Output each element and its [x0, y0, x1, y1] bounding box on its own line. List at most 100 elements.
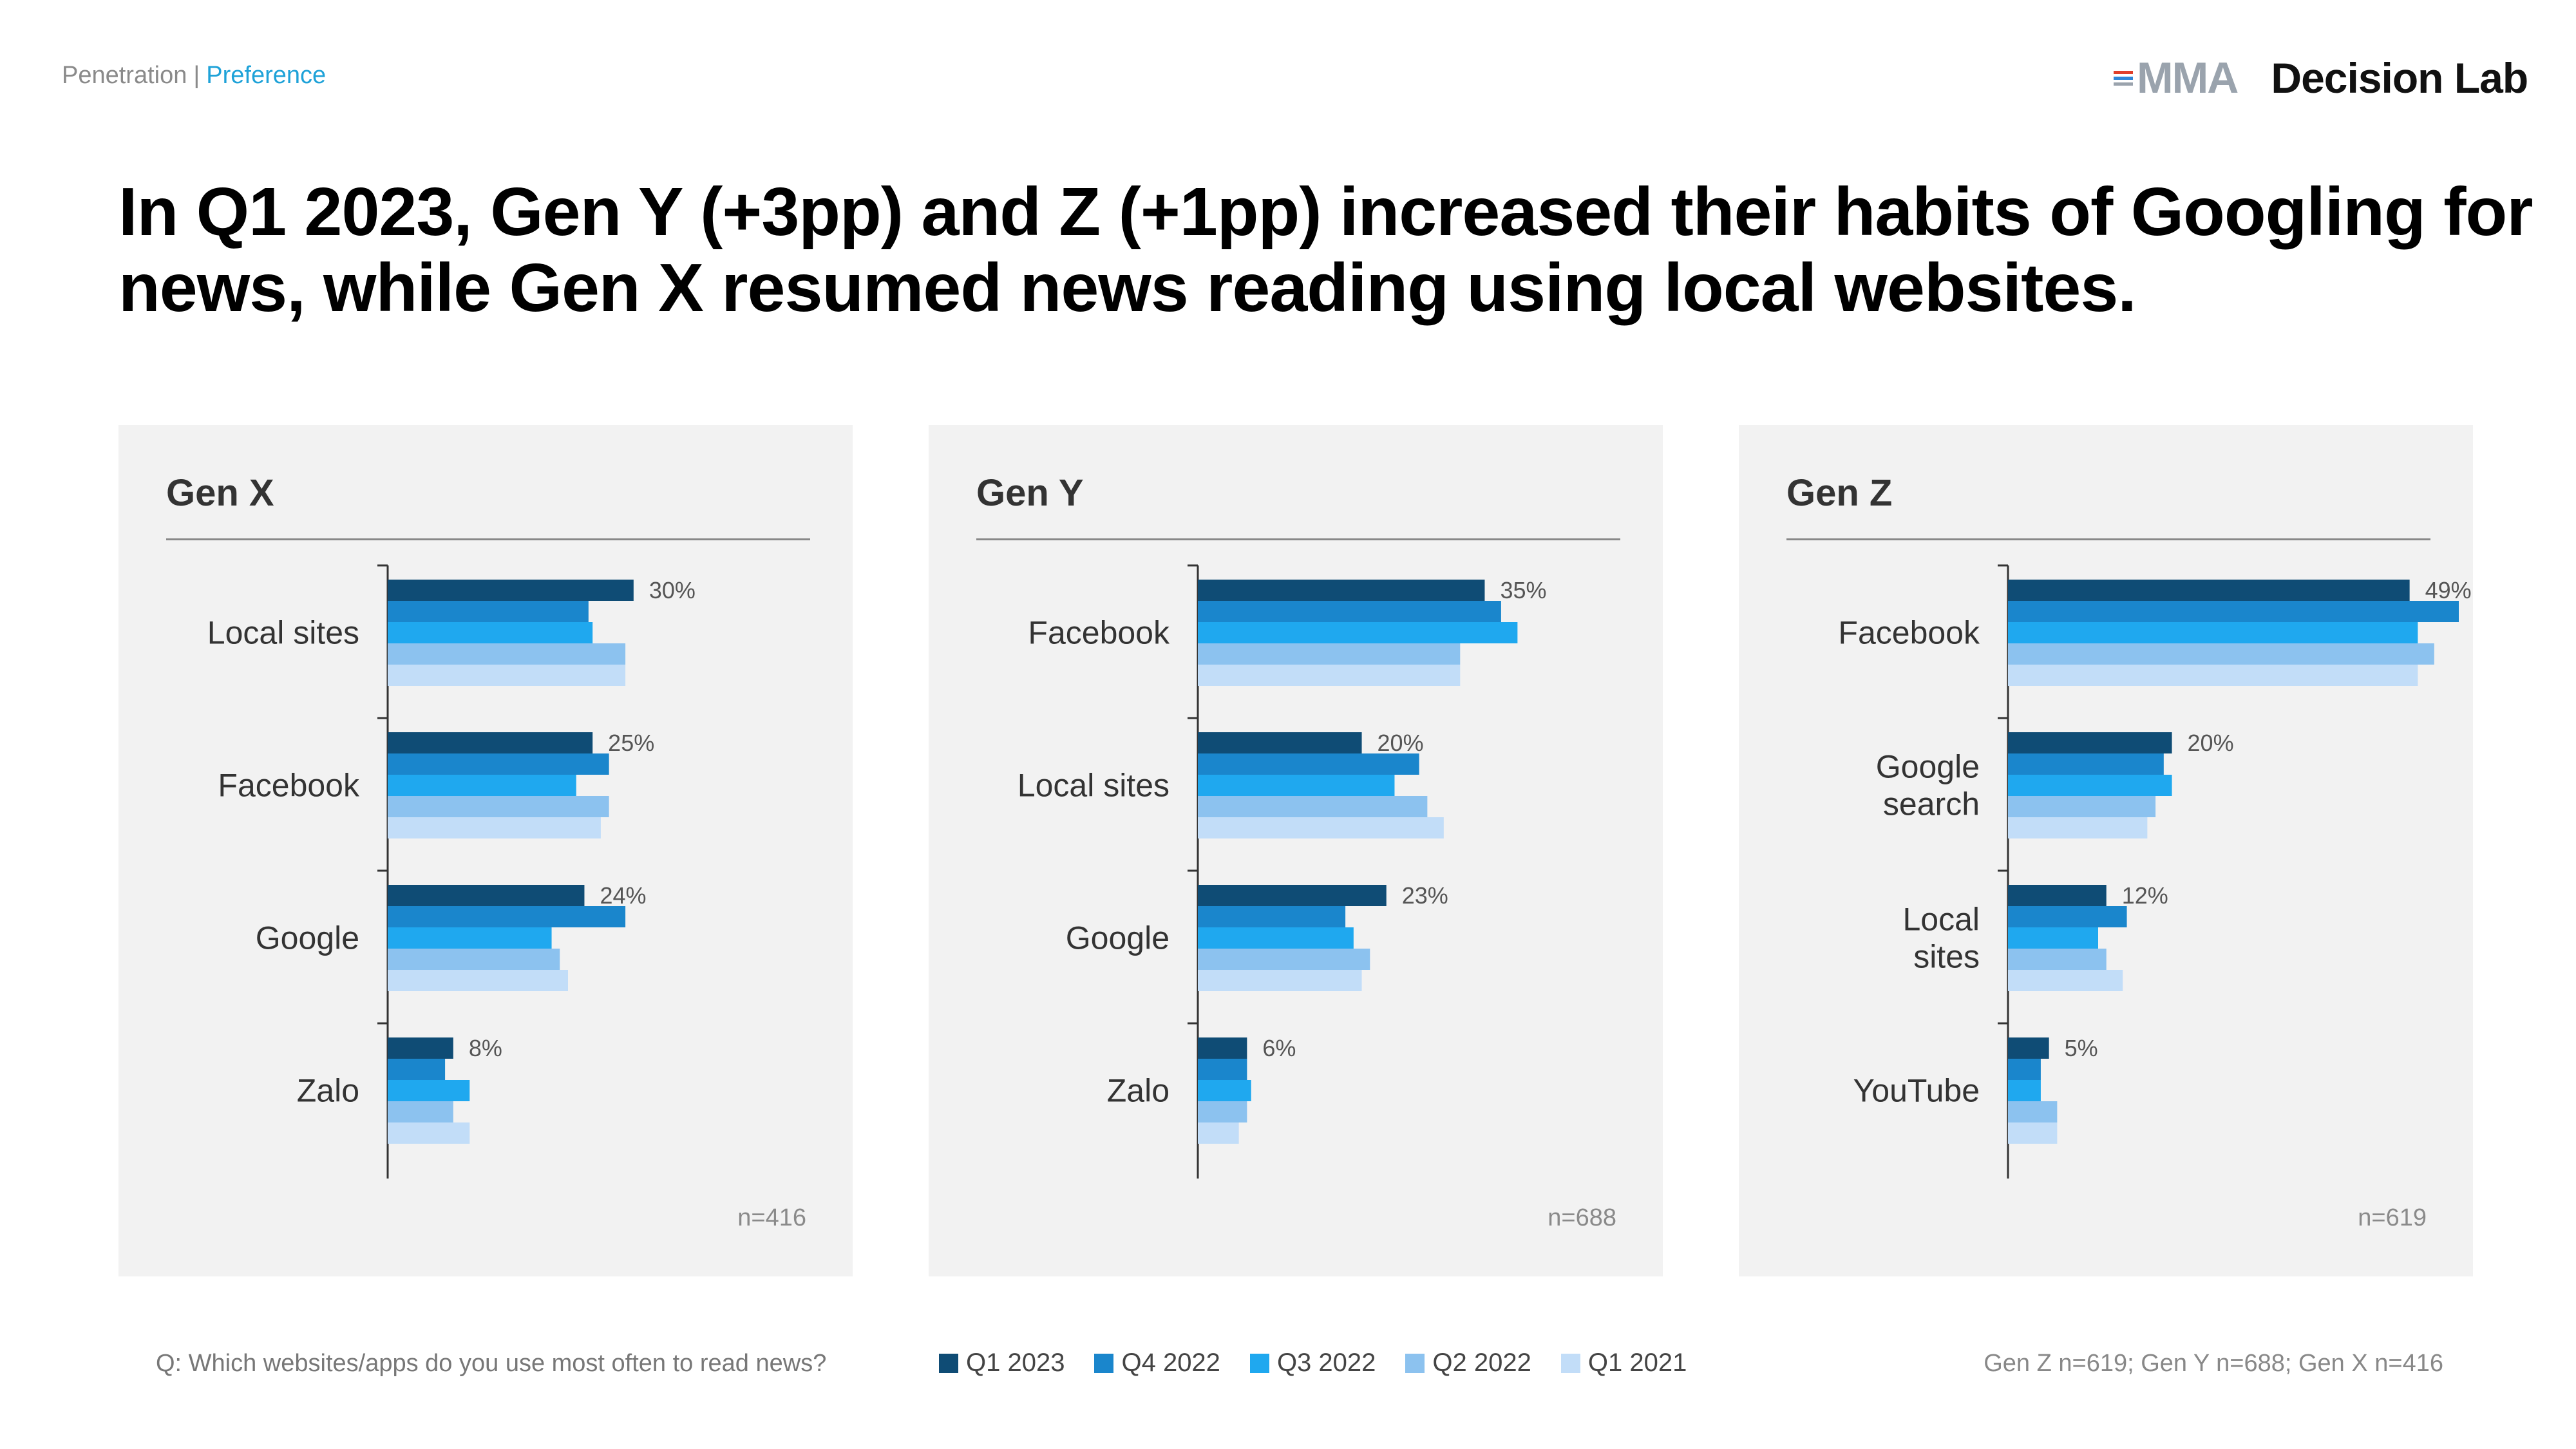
chart-panel-gen-x: Gen X Local sites 30% Facebook 25% Google 24%… [118, 425, 853, 1276]
category-label: Local [1902, 902, 1980, 938]
page-title: In Q1 2023, Gen Y (+3pp) and Z (+1pp) in… [118, 174, 2533, 326]
bar [2008, 1122, 2058, 1144]
chart-panel-gen-y: Gen Y Facebook 35% Local sites 20% Google 23%… [929, 425, 1663, 1276]
category-label: sites [1913, 939, 1980, 975]
bar [2008, 665, 2418, 686]
legend-swatch [1094, 1353, 1114, 1373]
chart-panel-gen-z: Gen Z Facebook 49% Google search 20% Local sit… [1739, 425, 2473, 1276]
bar [2008, 1080, 2041, 1101]
bar [388, 1059, 446, 1080]
mma-logo-icon: MMA [2114, 53, 2239, 103]
bar [388, 949, 560, 970]
bar [2008, 796, 2156, 817]
chart-title: Gen X [166, 472, 274, 514]
bar [1198, 753, 1419, 775]
breadcrumb-preference[interactable]: Preference [206, 62, 327, 89]
category-label: Zalo [1107, 1073, 1170, 1109]
title-divider [166, 538, 810, 540]
bar [388, 753, 609, 775]
bar [1198, 1101, 1247, 1122]
category-label: Zalo [297, 1073, 359, 1109]
bar [388, 732, 593, 753]
bar [2008, 949, 2107, 970]
bar [2008, 817, 2148, 838]
category-label: Local sites [1018, 768, 1170, 804]
legend-item: Q1 2023 [939, 1349, 1065, 1378]
bar-chart: Facebook 35% Local sites 20% Google 23% Zalo 6% [1018, 564, 1547, 1179]
bar [1198, 796, 1428, 817]
data-label: 12% [2122, 882, 2168, 909]
legend-label: Q3 2022 [1276, 1349, 1376, 1377]
bar [388, 1080, 470, 1101]
bar [388, 1101, 453, 1122]
chart-title: Gen Z [1786, 472, 1893, 514]
bar [1198, 949, 1370, 970]
sample-size-label: n=619 [2358, 1204, 2427, 1231]
legend-label: Q4 2022 [1121, 1349, 1220, 1377]
bar [2008, 601, 2459, 622]
bar [388, 927, 552, 949]
bar [1198, 643, 1461, 665]
bar [2008, 580, 2410, 601]
legend-swatch [1249, 1353, 1269, 1373]
data-label: 5% [2065, 1035, 2098, 1061]
data-label: 25% [608, 730, 654, 756]
bar [2008, 927, 2098, 949]
bar [1198, 665, 1461, 686]
bar [388, 970, 568, 991]
chart-legend: Q1 2023 Q4 2022 Q3 2022 Q2 2022 Q1 2021 [939, 1349, 1716, 1378]
logo-text: Decision Lab [2271, 54, 2528, 102]
bar [388, 1037, 453, 1059]
legend-label: Q1 2023 [966, 1349, 1065, 1377]
bar [388, 601, 589, 622]
bar [1198, 775, 1395, 796]
data-label: 30% [649, 577, 696, 603]
bar [1198, 927, 1354, 949]
bar-chart: Local sites 30% Facebook 25% Google 24% Zalo 8% [207, 564, 696, 1179]
category-label: Google [1066, 920, 1170, 956]
category-label: Facebook [218, 768, 360, 804]
bar [2008, 1059, 2041, 1080]
sample-base-note: Gen Z n=619; Gen Y n=688; Gen X n=416 [1984, 1350, 2443, 1377]
data-label: 23% [1402, 882, 1448, 909]
sample-size-label: n=688 [1548, 1204, 1616, 1231]
sample-size-label: n=416 [737, 1204, 806, 1231]
bar [1198, 906, 1346, 927]
legend-swatch [1405, 1353, 1425, 1373]
legend-label: Q2 2022 [1432, 1349, 1531, 1377]
data-label: 6% [1262, 1035, 1296, 1061]
bar [2008, 753, 2164, 775]
category-label: Facebook [1028, 615, 1170, 651]
category-label: Local sites [207, 615, 359, 651]
bar [1198, 1037, 1247, 1059]
bar [388, 665, 626, 686]
bar [1198, 1059, 1247, 1080]
legend-item: Q4 2022 [1094, 1349, 1220, 1378]
bar [2008, 906, 2127, 927]
bar [1198, 817, 1444, 838]
bar [1198, 622, 1518, 643]
bar [2008, 1101, 2058, 1122]
category-label: YouTube [1853, 1073, 1980, 1109]
breadcrumb-penetration[interactable]: Penetration [62, 62, 187, 89]
legend-swatch [1560, 1353, 1580, 1373]
legend-label: Q1 2021 [1587, 1349, 1687, 1377]
data-label: 20% [2188, 730, 2234, 756]
title-divider [1786, 538, 2430, 540]
data-label: 8% [469, 1035, 502, 1061]
bar [388, 775, 576, 796]
bar [388, 580, 634, 601]
bar [1198, 885, 1387, 906]
logo: MMA Decision Lab [2114, 49, 2528, 107]
bar [388, 1122, 470, 1144]
bar [2008, 622, 2418, 643]
legend-item: Q2 2022 [1405, 1349, 1531, 1378]
bar [2008, 885, 2107, 906]
legend-item: Q3 2022 [1249, 1349, 1376, 1378]
bar [2008, 732, 2172, 753]
bar [388, 885, 585, 906]
survey-question: Q: Which websites/apps do you use most o… [156, 1350, 827, 1377]
legend-item: Q1 2021 [1560, 1349, 1687, 1378]
bar [1198, 732, 1362, 753]
